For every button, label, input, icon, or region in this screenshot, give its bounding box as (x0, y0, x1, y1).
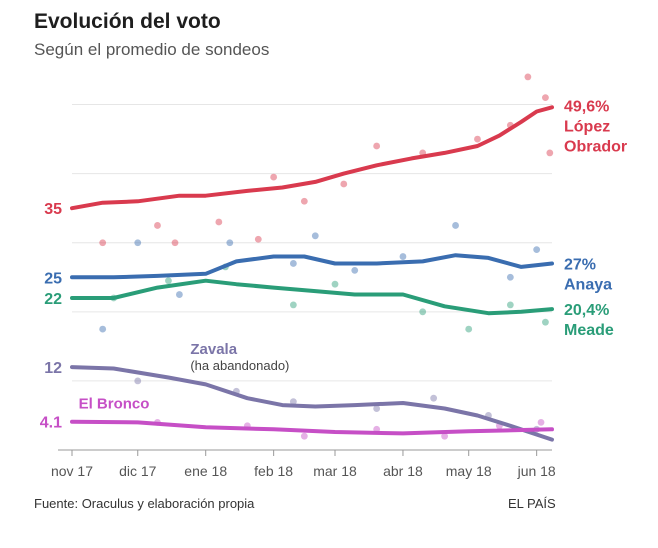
poll-dot (537, 418, 545, 426)
poll-dot (175, 291, 183, 298)
series-line (70, 419, 554, 436)
series-note-label: (ha abandonado) (190, 358, 289, 373)
x-tick-label: mar 18 (313, 463, 357, 479)
poll-dot (99, 325, 107, 333)
poll-dot (542, 94, 549, 102)
poll-dot (311, 232, 319, 240)
x-tick-label: dic 17 (119, 463, 157, 479)
chart-subtitle: Según el promedio de sondeos (34, 40, 270, 59)
source-note: Fuente: Oraculus y elaboración propia (34, 496, 255, 511)
poll-dot (254, 235, 262, 243)
series-lines-layer (70, 105, 554, 442)
poll-dot (430, 394, 438, 402)
x-tick-label: may 18 (446, 463, 492, 479)
series-start-value-label: 22 (44, 291, 62, 308)
poll-dot (215, 218, 223, 226)
poll-dot (441, 432, 449, 440)
poll-dot (289, 301, 297, 309)
poll-dot (134, 239, 142, 247)
poll-dot (289, 260, 297, 267)
series-name-label: Obrador (564, 138, 627, 155)
series-name-label: Meade (564, 322, 614, 339)
series-end-value-label: 20,4% (564, 302, 609, 319)
series-line (70, 278, 554, 316)
series-start-value-label: 4.1 (40, 415, 62, 432)
poll-dot (506, 273, 514, 281)
poll-dot (533, 246, 541, 254)
poll-dot (340, 180, 348, 188)
series-end-value-label: 27% (564, 256, 596, 273)
chart-title: Evolución del voto (34, 10, 221, 33)
poll-dot (331, 280, 339, 288)
series-name-label: Zavala (190, 341, 237, 358)
poll-dot (300, 432, 308, 440)
poll-dot (542, 318, 549, 326)
x-tick-label: feb 18 (254, 463, 293, 479)
x-tick-label: jun 18 (517, 463, 556, 479)
poll-dot (399, 253, 407, 260)
poll-dot (465, 325, 473, 333)
series-name-label: López (564, 118, 610, 135)
labels-layer: 35 25 22 12 4.1 49,6% López Obrador 27% Anaya 20,4… (40, 98, 627, 431)
poll-dot (270, 173, 278, 181)
poll-dot (171, 239, 179, 247)
poll-dot (154, 222, 161, 229)
series-end-value-label: 49,6% (564, 98, 609, 115)
poll-dot (289, 398, 297, 406)
poll-dot (524, 73, 532, 81)
series-start-value-label: 35 (44, 201, 62, 218)
series-line (70, 105, 554, 211)
series-start-value-label: 12 (44, 360, 62, 377)
poll-dot (373, 142, 381, 150)
poll-dot (134, 377, 142, 385)
poll-dot (546, 149, 554, 157)
series-line (70, 253, 554, 280)
credit-note: EL PAÍS (508, 496, 556, 511)
series-line (70, 365, 554, 442)
poll-dot (474, 135, 481, 143)
series-start-value-label: 25 (44, 270, 62, 287)
poll-dot (419, 308, 427, 316)
poll-dot (300, 197, 308, 205)
poll-dot (351, 266, 359, 274)
x-tick-label: nov 17 (51, 463, 93, 479)
x-tick-label: ene 18 (184, 463, 227, 479)
poll-dot (452, 222, 459, 229)
poll-dot (373, 405, 381, 412)
poll-dot (226, 239, 234, 247)
poll-dot (506, 301, 514, 309)
poll-dot (165, 277, 172, 285)
x-tick-label: abr 18 (383, 463, 423, 479)
series-name-label: El Bronco (79, 396, 150, 413)
poll-dot (99, 239, 107, 247)
series-name-label: Anaya (564, 276, 612, 293)
